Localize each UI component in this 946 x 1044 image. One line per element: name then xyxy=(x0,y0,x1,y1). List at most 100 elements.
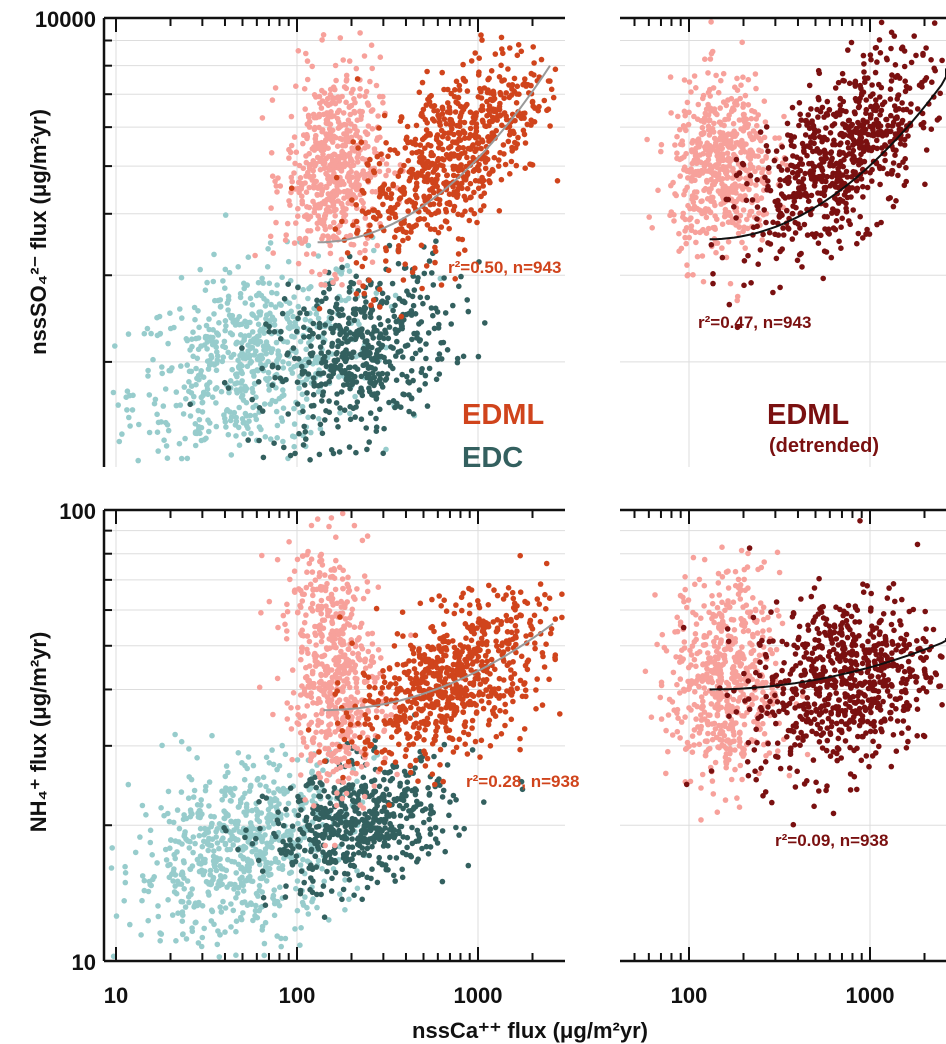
edml-point-light xyxy=(327,208,333,215)
edc-point-light xyxy=(271,887,278,893)
edml-detrended-point xyxy=(824,136,830,143)
edc-point xyxy=(362,836,369,843)
edml-detrended-point-light xyxy=(695,101,702,108)
edc-point xyxy=(424,294,431,301)
edc-point xyxy=(365,344,372,351)
edc-point-light xyxy=(182,435,188,442)
edml-detrended-point xyxy=(763,124,770,130)
edml-point xyxy=(489,97,496,104)
edc-point xyxy=(321,353,328,360)
edc-point-light xyxy=(383,446,389,453)
edml-point-light xyxy=(361,53,368,59)
edml-point-light xyxy=(349,147,356,153)
edc-point-light xyxy=(184,362,190,368)
edc-point-light xyxy=(213,400,219,406)
edc-point-light xyxy=(337,410,343,416)
edc-point-light xyxy=(337,891,343,897)
edc-point-light xyxy=(292,926,298,932)
edc-point-light xyxy=(125,331,132,337)
edc-point-light xyxy=(295,820,301,827)
edc-point xyxy=(414,827,421,834)
edml-detrended-point xyxy=(876,37,883,43)
edml-detrended-point xyxy=(815,190,821,196)
edml-point-light xyxy=(305,228,311,234)
edc-point xyxy=(323,363,330,370)
edc-point-light xyxy=(297,862,304,868)
edc-point-light xyxy=(154,332,161,339)
edml-detrended-point xyxy=(855,119,861,126)
edml-detrended-point xyxy=(828,149,835,155)
edml-detrended-point xyxy=(860,235,866,241)
edc-point xyxy=(364,884,371,891)
edml-point xyxy=(466,217,473,224)
edml-point xyxy=(358,139,365,145)
edml-point-light xyxy=(272,85,279,91)
edc-point xyxy=(367,379,373,386)
edc-point-light xyxy=(256,424,263,430)
edc-point-light xyxy=(354,778,360,785)
edc-point-light xyxy=(302,894,308,900)
edc-point-light xyxy=(233,387,240,393)
edml-detrended-point-light xyxy=(699,210,705,217)
edc-point xyxy=(303,782,310,789)
edc-point-light xyxy=(293,885,299,892)
edc-point-light xyxy=(186,774,192,780)
edml-detrended-point-light xyxy=(740,228,746,235)
edml-point-light xyxy=(303,50,309,57)
edml-point-light xyxy=(306,124,313,130)
edc-point-light xyxy=(290,313,296,320)
edc-point xyxy=(285,281,292,288)
edml-point-light xyxy=(367,78,373,85)
edc-point xyxy=(408,813,414,819)
edc-point-light xyxy=(346,268,353,275)
edc-point-light xyxy=(196,832,203,839)
edml-point-light xyxy=(295,205,301,212)
edc-point-light xyxy=(159,364,165,370)
edml-point xyxy=(376,194,383,200)
edml-detrended-point-light xyxy=(684,99,691,106)
edml-detrended-point-light xyxy=(724,185,730,192)
edml-point xyxy=(501,77,508,83)
edml-detrended-point xyxy=(811,134,818,141)
edml-detrended-point xyxy=(797,111,803,118)
edml-detrended-point xyxy=(878,219,884,226)
edml-point-light xyxy=(331,208,338,214)
edc-point-light xyxy=(151,400,158,407)
edc-point-light xyxy=(279,274,285,281)
edc-point-light xyxy=(155,448,161,454)
edc-point-light xyxy=(232,881,238,888)
edc-point xyxy=(306,836,313,843)
edml-detrended-point-light xyxy=(748,115,755,122)
edml-detrended-point xyxy=(869,82,875,88)
edml-point xyxy=(439,133,446,140)
edc-point-light xyxy=(309,768,316,775)
edc-point xyxy=(424,403,431,409)
edc-point-light xyxy=(255,321,262,328)
edc-point xyxy=(275,809,281,815)
edml-point xyxy=(522,165,528,171)
edc-point-light xyxy=(219,788,225,794)
edml-point xyxy=(481,190,488,196)
edml-point xyxy=(442,218,449,224)
edml-detrended-point xyxy=(744,180,750,187)
edc-point-light xyxy=(254,341,261,347)
edc-point-light xyxy=(145,373,151,379)
edml-detrended-point xyxy=(806,82,813,89)
edml-detrended-point-light xyxy=(689,196,695,202)
edml-point xyxy=(429,116,436,122)
edml-point xyxy=(452,164,458,170)
edml-detrended-point xyxy=(861,61,867,67)
edc-point-light xyxy=(235,818,241,825)
edc-point-light xyxy=(299,899,306,906)
edc-point-light xyxy=(303,346,310,353)
edml-point xyxy=(538,56,545,63)
edml-point xyxy=(508,158,515,165)
edc-point xyxy=(376,347,382,353)
edml-point-light xyxy=(333,77,339,84)
edc-point xyxy=(332,869,339,876)
edc-point-light xyxy=(230,792,236,799)
edc-point-light xyxy=(193,919,199,926)
edc-point xyxy=(347,416,354,423)
edml-point-light xyxy=(327,178,333,185)
edml-point-light xyxy=(301,86,308,92)
